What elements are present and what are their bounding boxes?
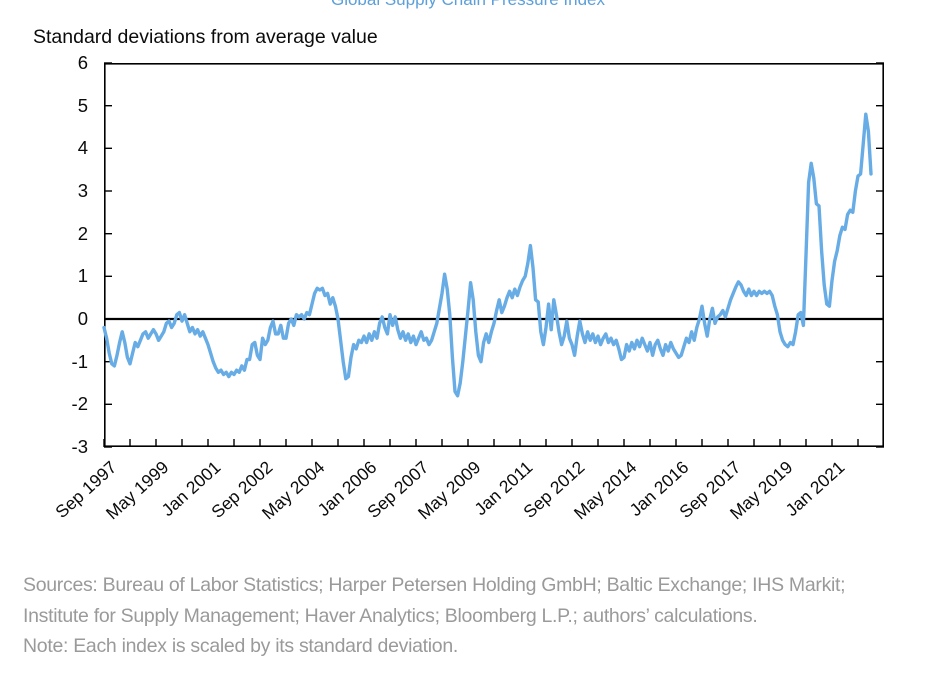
y-tick-label: 5 <box>77 94 88 116</box>
gscpi-line-series <box>102 112 873 398</box>
x-tick-label: Sep 1997 <box>51 457 121 523</box>
y-tick-label: 2 <box>77 222 88 244</box>
y-tick-label: 0 <box>77 308 88 329</box>
y-tick-label: 6 <box>77 52 88 73</box>
chart-title: Global Supply Chain Pressure Index <box>0 0 936 10</box>
y-tick-label: -1 <box>71 350 88 372</box>
source-line-2: Institute for Supply Management; Haver A… <box>23 604 758 627</box>
y-tick-label: -2 <box>71 393 88 415</box>
plot-border <box>104 63 885 447</box>
y-axis-unit-label: Standard deviations from average value <box>33 26 378 48</box>
source-note: Sources: Bureau of Labor Statistics; Har… <box>23 570 923 662</box>
y-tick-label: 3 <box>77 180 88 201</box>
source-line-1: Sources: Bureau of Labor Statistics; Har… <box>23 574 846 596</box>
chart-plot-area <box>102 62 885 448</box>
y-tick-label: 1 <box>77 265 88 287</box>
y-tick-label: 4 <box>77 137 88 159</box>
y-tick-label: -3 <box>71 436 88 457</box>
note-line: Note: Each index is scaled by its standa… <box>23 635 459 657</box>
